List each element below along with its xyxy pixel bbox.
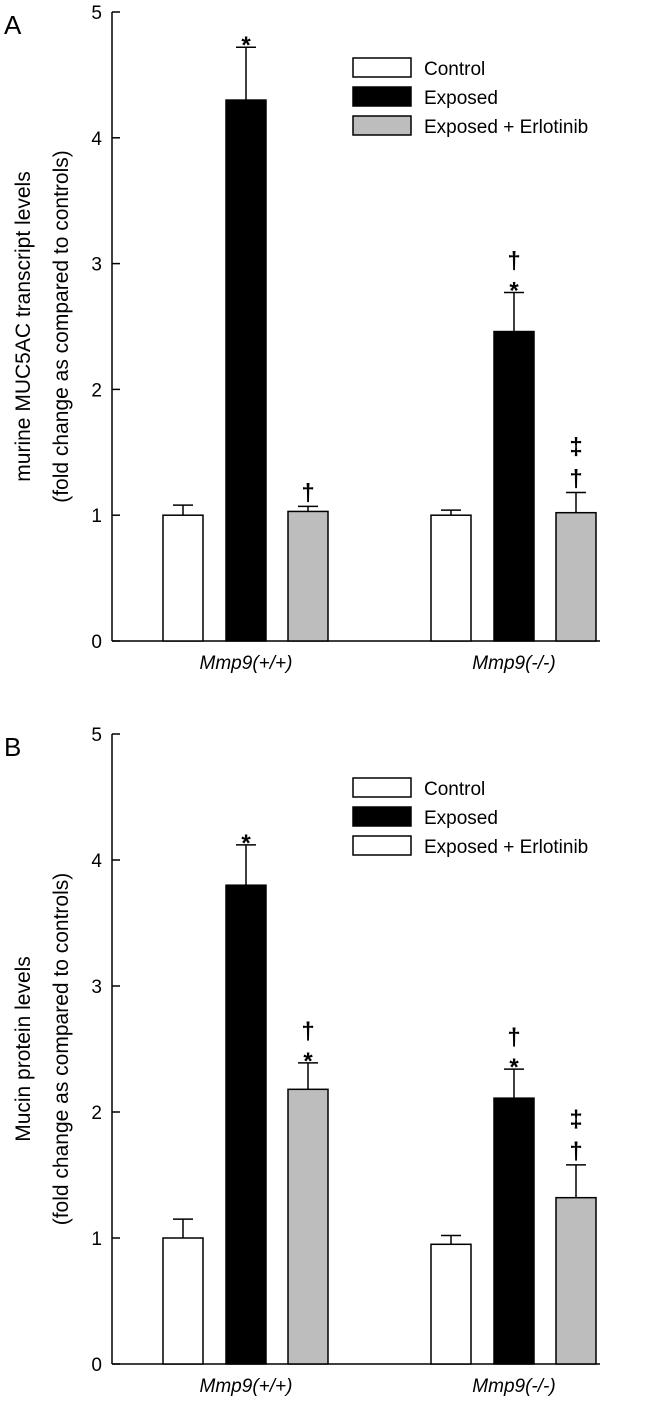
significance-mark: † (507, 1024, 520, 1051)
significance-mark: † (301, 1018, 314, 1045)
legend-swatch-2 (352, 806, 412, 827)
legend-label: Exposed (424, 88, 498, 109)
panel-letter: B (4, 732, 21, 762)
legend-swatch-1 (352, 777, 412, 798)
legend-label: Control (424, 59, 485, 80)
y-axis-label: murine MUC5AC transcript levels (12, 171, 35, 481)
x-category-label: Mmp9(-/-) (472, 653, 555, 674)
bar-exposed-1 (225, 99, 267, 642)
y-axis-label: Mucin protein levels (12, 956, 35, 1142)
bar-control-2 (430, 514, 472, 642)
y-axis-label: (fold change as compared to controls) (50, 873, 73, 1226)
legend-label: Exposed + Erlotinib (424, 117, 588, 138)
bar-control-1 (162, 1237, 204, 1365)
x-category-label: Mmp9(+/+) (200, 653, 293, 674)
significance-mark: * (241, 32, 251, 59)
y-tick-label: 1 (91, 1229, 102, 1250)
significance-mark: * (303, 1048, 313, 1075)
significance-mark: † (507, 248, 520, 275)
bar-exposed-erlotinib-1 (287, 510, 329, 642)
significance-mark: ‡ (569, 1106, 582, 1133)
panel-letter: A (4, 10, 22, 40)
y-tick-label: 0 (91, 632, 102, 653)
bar-control-2 (430, 1243, 472, 1365)
legend-label: Exposed + Erlotinib (424, 837, 588, 858)
significance-mark: * (509, 278, 519, 305)
y-tick-label: 0 (91, 1355, 102, 1376)
legend-swatch-3 (352, 115, 412, 136)
bar-exposed-1 (225, 884, 267, 1365)
y-tick-label: 2 (91, 1103, 102, 1124)
y-tick-label: 5 (91, 3, 102, 24)
significance-mark: † (569, 466, 582, 493)
significance-mark: † (301, 479, 314, 506)
significance-mark: * (241, 830, 251, 857)
y-tick-label: 4 (91, 129, 102, 150)
y-tick-label: 1 (91, 506, 102, 527)
legend-label: Control (424, 779, 485, 800)
significance-mark: ‡ (569, 434, 582, 461)
x-category-label: Mmp9(+/+) (200, 1376, 293, 1397)
panel-a: A 0 1 2 3 4 5 murine MUC5AC transcript levels (f… (4, 3, 600, 674)
bar-exposed-2 (493, 330, 535, 642)
y-tick-label: 5 (91, 725, 102, 746)
y-tick-label: 2 (91, 380, 102, 401)
legend-swatch-2 (352, 86, 412, 107)
legend-swatch-3 (352, 835, 412, 856)
bar-control-1 (162, 514, 204, 642)
x-category-label: Mmp9(-/-) (472, 1376, 555, 1397)
bar-exposed-2 (493, 1097, 535, 1365)
bar-exposed-erlotinib-1 (287, 1088, 329, 1365)
bar-exposed-erlotinib-2 (555, 511, 597, 642)
panel-b: B 0 1 2 3 4 5 Mucin protein levels (fold change … (4, 725, 600, 1397)
legend-swatch-1 (352, 57, 412, 78)
bar-exposed-erlotinib-2 (555, 1196, 597, 1365)
significance-mark: † (569, 1138, 582, 1165)
y-tick-label: 4 (91, 851, 102, 872)
significance-mark: * (509, 1054, 519, 1081)
legend-label: Exposed (424, 808, 498, 829)
y-tick-label: 3 (91, 255, 102, 276)
y-tick-label: 3 (91, 977, 102, 998)
y-axis-label: (fold change as compared to controls) (50, 150, 73, 503)
